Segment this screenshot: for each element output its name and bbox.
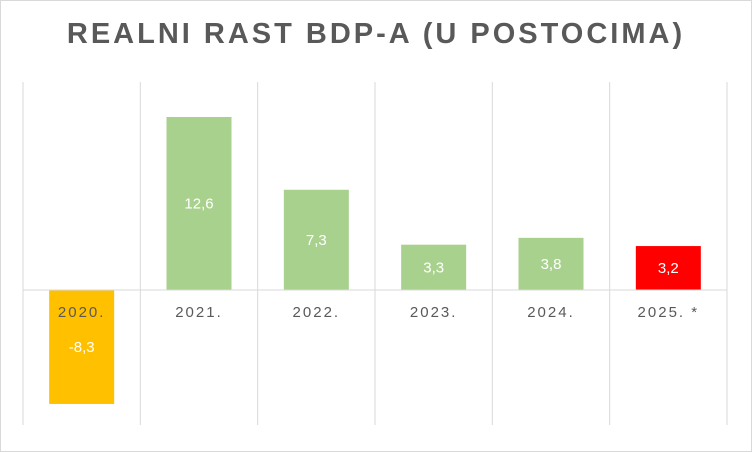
tick-label: 2022. <box>293 304 341 321</box>
bar-2020 <box>49 290 115 404</box>
bar-2023 <box>401 244 467 290</box>
data-label: 7,3 <box>306 232 327 249</box>
bar-2024 <box>518 237 584 290</box>
data-label: -8,3 <box>69 339 95 356</box>
labels: -8,3 2020. 12,6 2021. 7,3 2022. 3,3 2023. 3,8 202… <box>58 196 700 356</box>
bars <box>49 117 701 404</box>
data-label: 3,3 <box>423 259 444 276</box>
tick-label: 2024. <box>527 304 575 321</box>
data-label: 12,6 <box>184 196 213 213</box>
bar-2022 <box>283 189 349 290</box>
bar-2025 <box>635 246 701 290</box>
data-label: 3,2 <box>658 260 679 277</box>
tick-label: 2021. <box>175 304 223 321</box>
bar-2021 <box>166 117 232 290</box>
tick-label: 2025. * <box>638 304 700 321</box>
tick-label: 2023. <box>410 304 458 321</box>
grid-lines <box>22 82 728 425</box>
chart-title: REALNI RAST BDP-A (U POSTOCIMA) <box>66 18 686 50</box>
tick-label: 2020. <box>58 304 106 321</box>
data-label: 3,8 <box>541 256 562 273</box>
